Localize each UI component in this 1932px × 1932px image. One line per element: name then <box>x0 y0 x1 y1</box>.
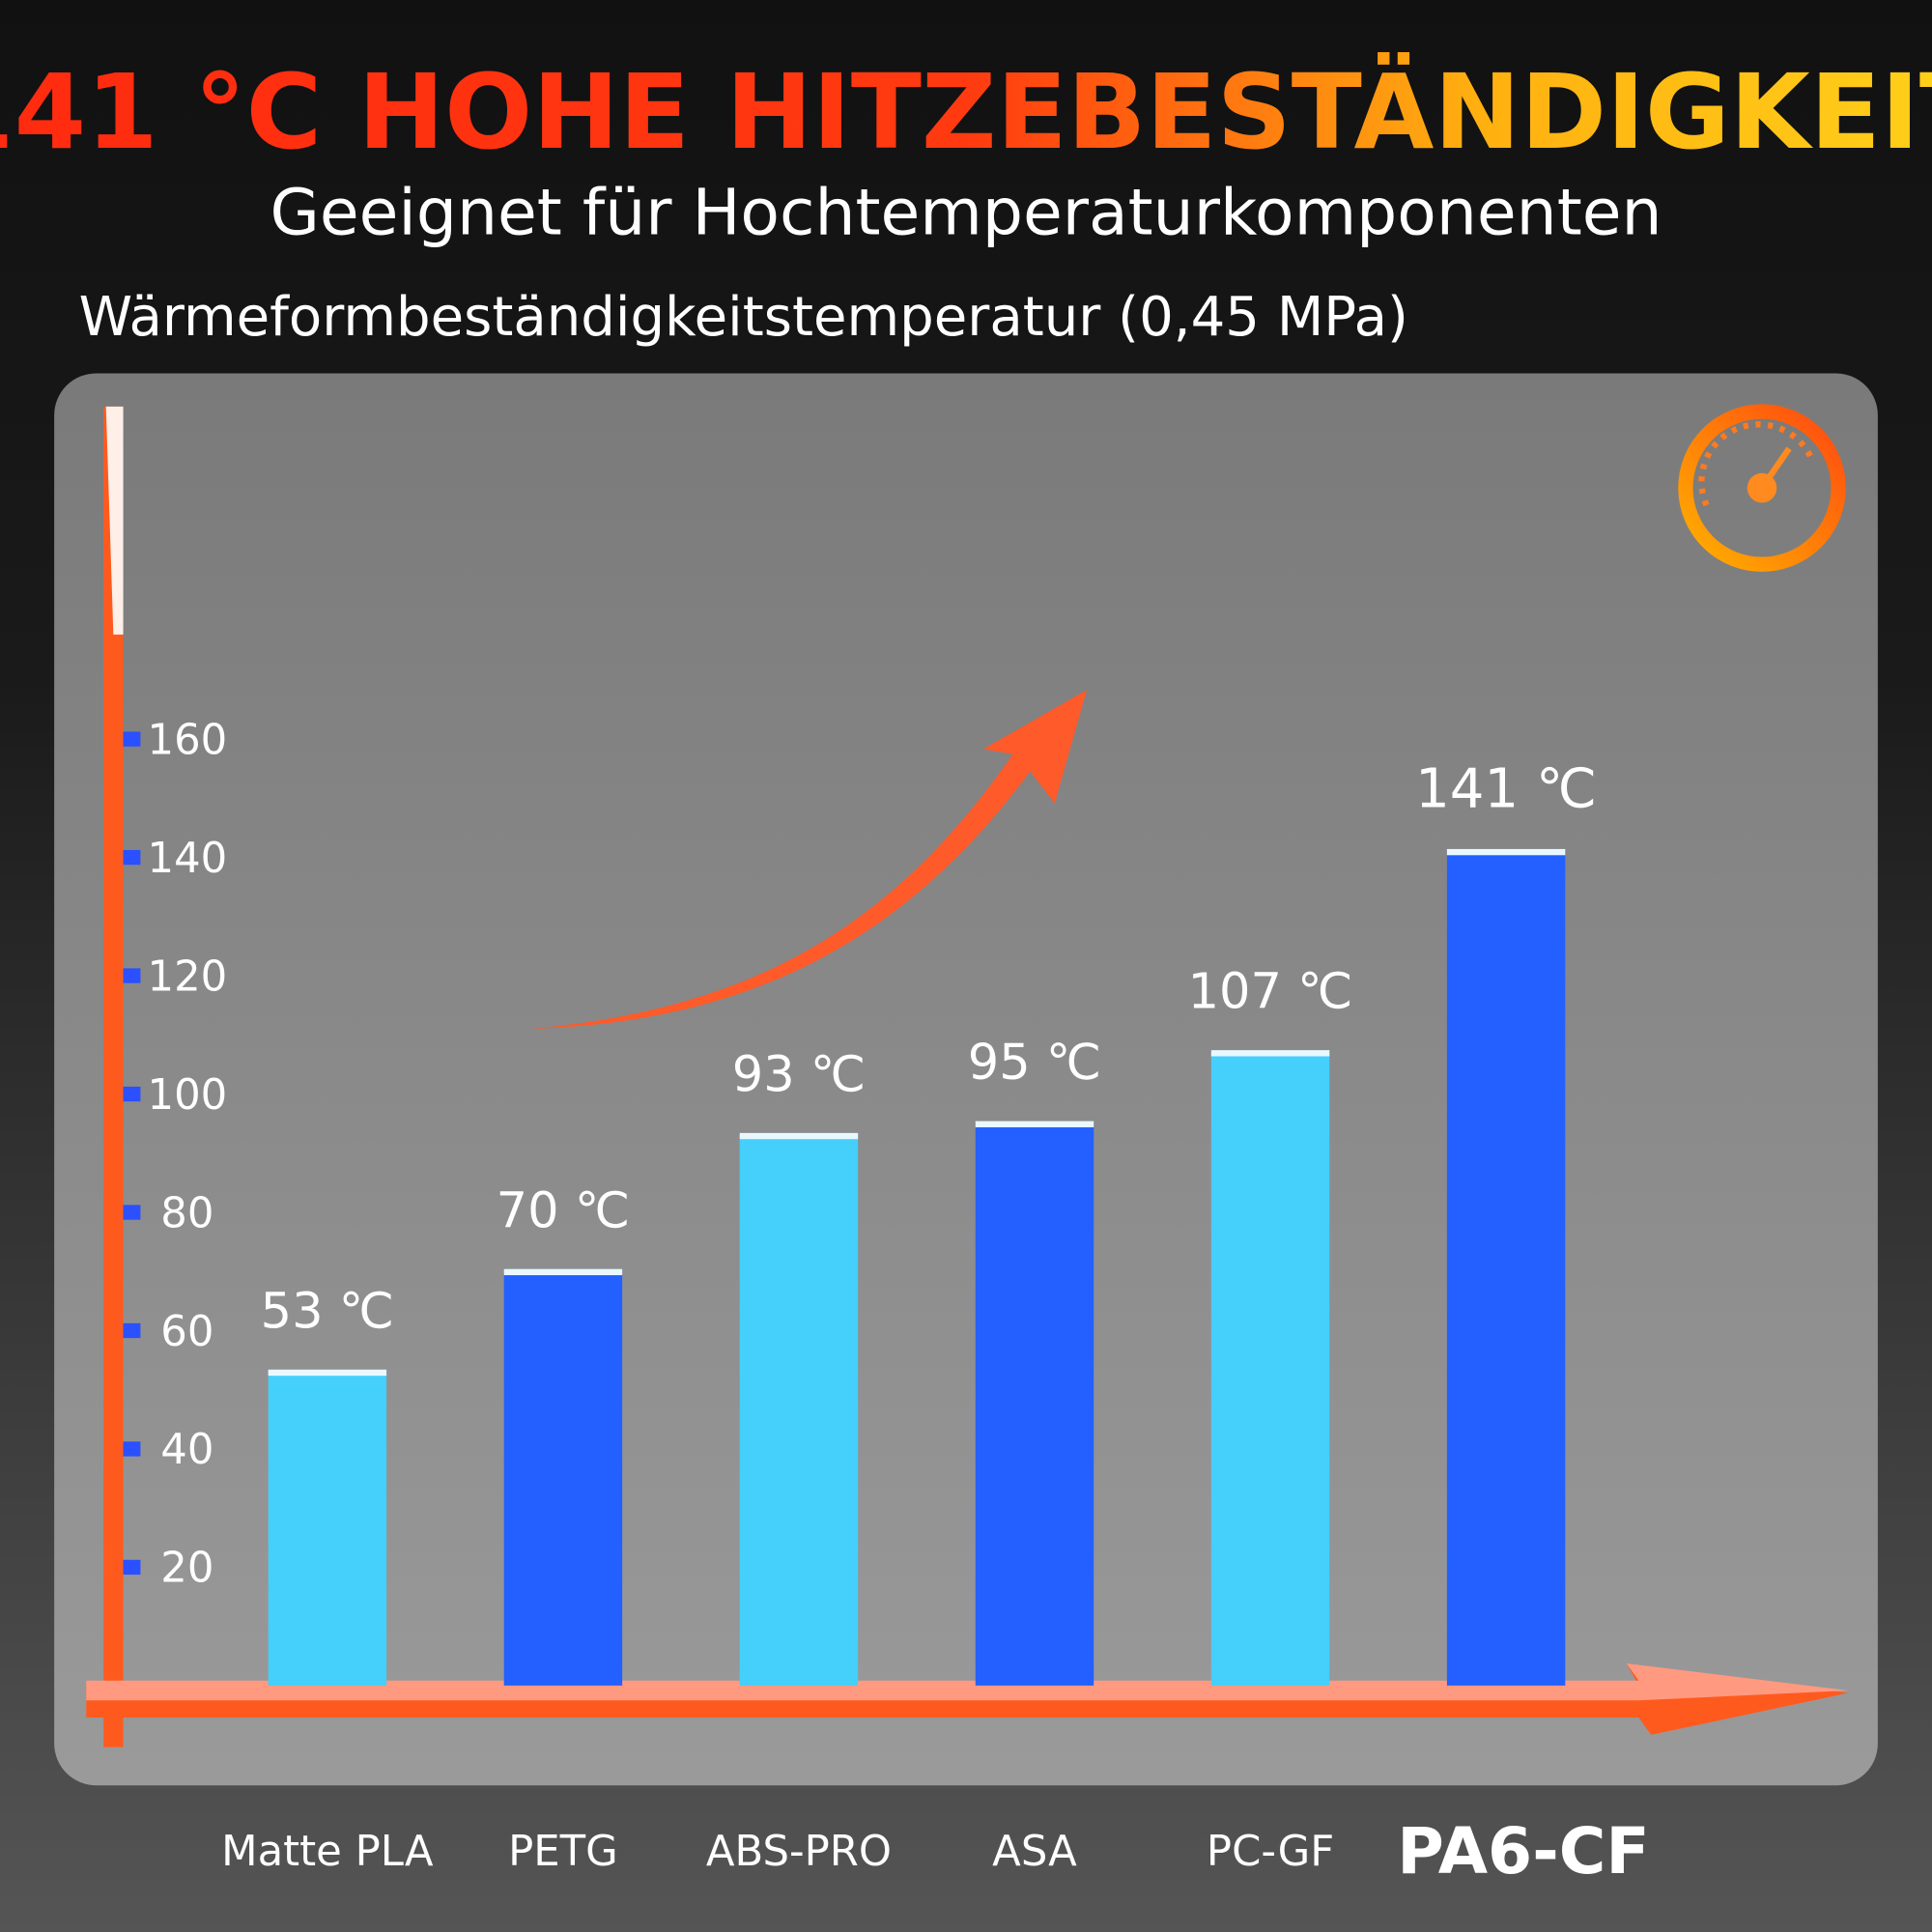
y-tick-label: 20 <box>160 1545 213 1593</box>
x-tick-label: PETG <box>508 1828 618 1876</box>
bar-highlight <box>1210 1050 1330 1057</box>
x-tick-label: ASA <box>992 1828 1077 1876</box>
title: 141 °C HOHE HITZEBESTÄNDIGKEIT <box>0 52 1932 173</box>
value-label: 93 ℃ <box>732 1046 866 1103</box>
value-label: 70 ℃ <box>497 1182 630 1239</box>
x-tick-label: Matte PLA <box>221 1828 434 1876</box>
value-label: 95 ℃ <box>968 1035 1101 1092</box>
bar <box>1446 851 1566 1686</box>
bar <box>1210 1052 1330 1686</box>
value-label: 53 ℃ <box>261 1283 394 1340</box>
y-tick-mark <box>123 1205 141 1220</box>
y-tick-mark <box>123 1322 141 1339</box>
y-tick-label: 140 <box>147 835 227 883</box>
y-tick-mark <box>123 731 141 747</box>
y-tick-label: 100 <box>147 1071 227 1120</box>
bar-highlight <box>268 1369 387 1377</box>
y-tick-mark <box>123 1441 141 1457</box>
x-tick-label: PA6-CF <box>1397 1813 1649 1889</box>
y-tick-label: 60 <box>160 1308 213 1356</box>
bar-highlight <box>503 1268 623 1276</box>
x-tick-label: ABS-PRO <box>706 1828 892 1876</box>
y-tick-label: 80 <box>160 1189 213 1237</box>
y-tick-label: 120 <box>147 952 227 1001</box>
axis-title: Wärmeformbeständigkeitstemperatur (0,45 … <box>79 286 1408 349</box>
bar <box>739 1135 859 1686</box>
x-tick-label: PC-GF <box>1207 1828 1334 1876</box>
y-tick-mark <box>123 968 141 983</box>
bar <box>503 1271 623 1686</box>
y-tick-mark <box>123 1086 141 1102</box>
y-tick-label: 40 <box>160 1426 213 1474</box>
y-tick-label: 160 <box>147 716 227 764</box>
value-label: 141 ℃ <box>1415 758 1597 821</box>
subtitle: Geeignet für Hochtemperaturkomponenten <box>270 174 1662 249</box>
bar <box>975 1123 1094 1686</box>
y-tick-mark <box>123 1559 141 1576</box>
bar <box>268 1372 387 1686</box>
trend-arrow <box>529 690 1087 1030</box>
bar-highlight <box>1446 848 1566 856</box>
axes <box>86 406 1849 1747</box>
bar-highlight <box>975 1121 1094 1127</box>
y-tick-mark <box>123 849 141 866</box>
gauge-icon <box>1678 404 1846 572</box>
bar-highlight <box>739 1132 859 1140</box>
value-label: 107 ℃ <box>1188 964 1353 1021</box>
